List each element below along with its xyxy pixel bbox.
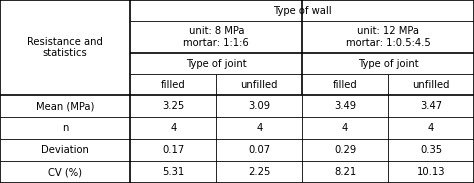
Text: unfilled: unfilled	[240, 80, 278, 90]
Text: 3.49: 3.49	[334, 101, 356, 111]
Text: CV (%): CV (%)	[48, 167, 82, 177]
Text: 3.09: 3.09	[248, 101, 270, 111]
Text: 4: 4	[170, 123, 176, 133]
Text: 3.47: 3.47	[420, 101, 442, 111]
Text: 2.25: 2.25	[248, 167, 270, 177]
Text: filled: filled	[333, 80, 357, 90]
Text: unit: 12 MPa
mortar: 1:0.5:4.5: unit: 12 MPa mortar: 1:0.5:4.5	[346, 26, 430, 48]
Text: Deviation: Deviation	[41, 145, 89, 155]
Text: 0.29: 0.29	[334, 145, 356, 155]
Text: unfilled: unfilled	[412, 80, 450, 90]
Text: 5.31: 5.31	[162, 167, 184, 177]
Text: 8.21: 8.21	[334, 167, 356, 177]
Text: 3.25: 3.25	[162, 101, 184, 111]
Text: Resistance and
statistics: Resistance and statistics	[27, 37, 103, 58]
Text: filled: filled	[161, 80, 186, 90]
Text: 0.35: 0.35	[420, 145, 442, 155]
Text: Mean (MPa): Mean (MPa)	[36, 101, 94, 111]
Text: Type of wall: Type of wall	[273, 5, 331, 16]
Text: Type of joint: Type of joint	[358, 59, 419, 69]
Text: unit: 8 MPa
mortar: 1:1:6: unit: 8 MPa mortar: 1:1:6	[183, 26, 249, 48]
Text: 0.07: 0.07	[248, 145, 270, 155]
Text: 10.13: 10.13	[417, 167, 445, 177]
Text: 4: 4	[256, 123, 262, 133]
Text: n: n	[62, 123, 68, 133]
Text: Type of joint: Type of joint	[186, 59, 246, 69]
Text: 4: 4	[342, 123, 348, 133]
Text: 0.17: 0.17	[162, 145, 184, 155]
Text: 4: 4	[428, 123, 434, 133]
